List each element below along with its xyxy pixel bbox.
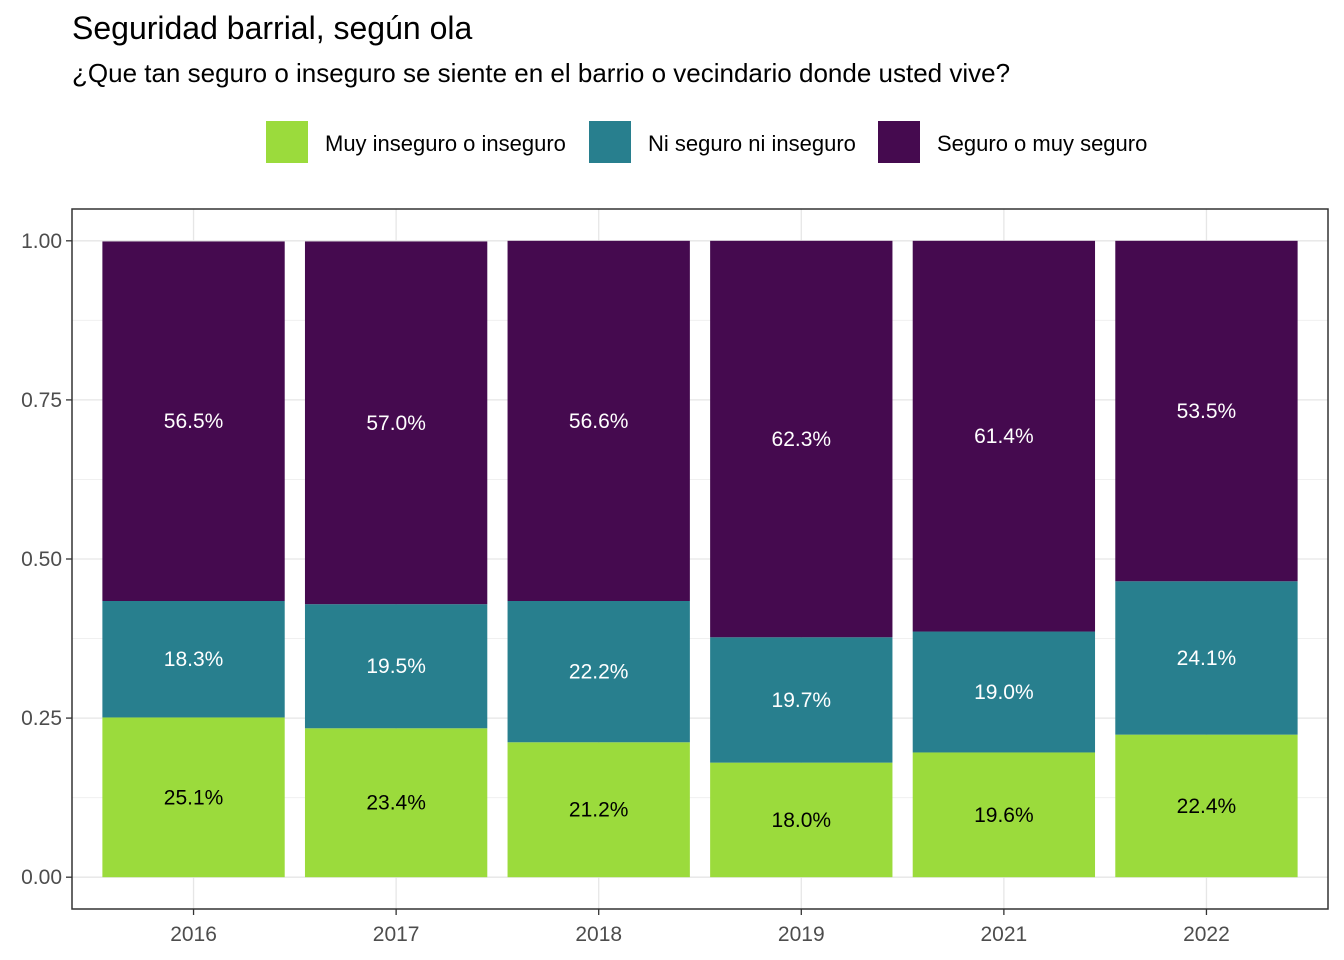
chart-subtitle: ¿Que tan seguro o inseguro se siente en … <box>72 58 1011 88</box>
data-label: 18.3% <box>164 648 224 671</box>
data-label: 62.3% <box>772 428 832 451</box>
y-axis: 0.00 0.25 0.50 0.75 1.00 <box>21 230 72 889</box>
data-label: 21.2% <box>569 799 629 822</box>
y-tick-label: 0.75 <box>21 389 62 412</box>
bar-segment <box>1115 581 1298 735</box>
y-tick-label: 0.25 <box>21 707 62 730</box>
legend-label: Ni seguro ni inseguro <box>648 131 856 156</box>
bar-segment <box>102 241 285 602</box>
data-label: 19.7% <box>772 689 832 712</box>
data-label: 19.5% <box>366 655 426 678</box>
bar-segment <box>304 604 488 729</box>
bar-segment <box>912 752 1096 878</box>
legend-key <box>878 121 920 163</box>
x-tick-label: 2016 <box>170 923 217 946</box>
legend-key <box>266 121 308 163</box>
chart-title: Seguridad barrial, según ola <box>72 10 473 46</box>
data-label: 56.5% <box>164 410 224 433</box>
bar-segment <box>507 742 690 878</box>
legend-key <box>589 121 631 163</box>
x-tick-label: 2019 <box>778 923 825 946</box>
y-tick-label: 0.00 <box>21 866 62 889</box>
bars <box>102 240 1298 878</box>
data-label: 23.4% <box>366 792 426 815</box>
bar-segment <box>102 717 285 878</box>
bar-segment <box>1115 240 1298 582</box>
y-tick-label: 1.00 <box>21 230 62 253</box>
bar-segment <box>102 601 285 718</box>
legend: Muy inseguro o inseguro Ni seguro ni inse… <box>266 121 1147 163</box>
x-tick-label: 2017 <box>373 923 420 946</box>
data-label: 22.4% <box>1177 795 1237 818</box>
x-tick-label: 2021 <box>981 923 1028 946</box>
data-label: 56.6% <box>569 410 629 433</box>
data-label: 61.4% <box>974 425 1034 448</box>
data-label: 24.1% <box>1177 647 1237 670</box>
data-label: 19.0% <box>974 681 1034 704</box>
data-label: 57.0% <box>366 412 426 435</box>
bar-segment <box>507 240 690 601</box>
x-tick-label: 2022 <box>1183 923 1230 946</box>
data-label: 18.0% <box>772 809 832 832</box>
data-labels: 25.1% 18.3% 56.5% 23.4% 19.5% 57.0% 21.2% 22.2%… <box>164 400 1236 832</box>
legend-label: Muy inseguro o inseguro <box>325 131 566 156</box>
bar-segment <box>710 637 893 763</box>
y-tick-label: 0.50 <box>21 548 62 571</box>
x-axis: 2016 2017 2018 2019 2021 2022 <box>170 909 1230 946</box>
bar-segment <box>1115 734 1298 878</box>
bar-segment <box>710 240 893 638</box>
x-tick-label: 2018 <box>575 923 622 946</box>
bar-segment <box>912 240 1096 632</box>
legend-label: Seguro o muy seguro <box>937 131 1147 156</box>
data-label: 22.2% <box>569 661 629 684</box>
data-label: 53.5% <box>1177 400 1237 423</box>
bar-segment <box>304 241 488 605</box>
bar-segment <box>304 728 488 878</box>
bar-segment <box>710 762 893 878</box>
data-label: 19.6% <box>974 804 1034 827</box>
bar-segment <box>912 631 1096 753</box>
bar-segment <box>507 601 690 743</box>
data-label: 25.1% <box>164 786 224 809</box>
